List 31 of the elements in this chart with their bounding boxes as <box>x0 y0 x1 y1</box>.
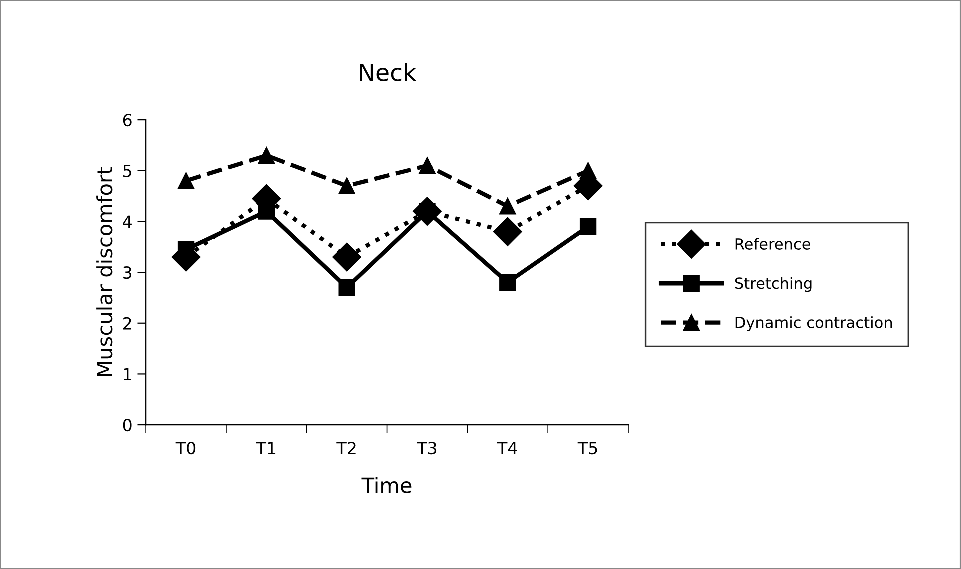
legend-label: Stretching <box>735 277 812 292</box>
point <box>332 242 362 272</box>
y-tick-label: 1 <box>124 368 132 381</box>
point <box>258 147 276 164</box>
y-axis-title: Muscular discomfort <box>96 167 113 376</box>
point <box>258 203 276 220</box>
point <box>419 157 436 174</box>
y-tick-label: 6 <box>123 114 132 127</box>
point <box>500 198 516 215</box>
x-tick-label: T4 <box>497 442 518 454</box>
chart-title: Neck <box>360 63 417 82</box>
point <box>493 217 522 246</box>
x-tick-label: T3 <box>417 442 437 455</box>
legend-label: Reference <box>736 238 811 250</box>
y-tick-label: 2 <box>123 317 132 330</box>
point <box>338 178 356 194</box>
y-tick-label: 4 <box>123 216 132 228</box>
x-tick-label: T2 <box>336 442 356 454</box>
point <box>580 162 597 180</box>
point <box>580 218 597 236</box>
legend-label: Dynamic contraction <box>736 316 892 332</box>
point <box>500 274 516 292</box>
y-tick-label: 3 <box>124 266 132 280</box>
point <box>338 279 356 296</box>
y-tick-label: 5 <box>124 165 132 178</box>
x-tick-label: T5 <box>578 442 598 455</box>
point <box>178 172 195 190</box>
x-tick-label: T0 <box>176 442 196 455</box>
y-tick-label: 0 <box>123 419 132 432</box>
x-tick-label: T1 <box>256 442 276 454</box>
x-axis-title: Time <box>362 477 412 494</box>
